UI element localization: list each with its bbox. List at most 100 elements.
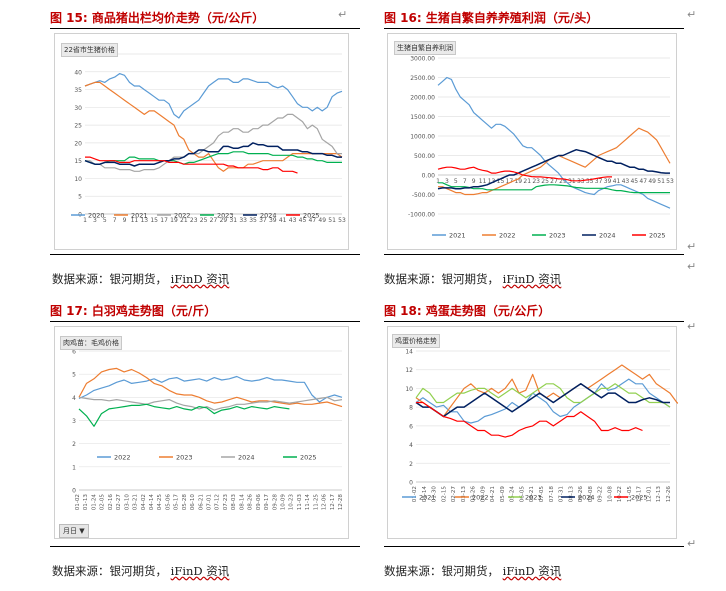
x-tick-label: 51: [657, 178, 665, 185]
y-tick-label: 0: [72, 488, 76, 495]
x-tick-label: 47: [639, 178, 647, 185]
x-tick-label: 27: [210, 217, 218, 224]
x-tick-label: 10-23: [289, 494, 295, 511]
x-tick-label: 07-23: [223, 494, 229, 511]
x-tick-label: 17: [506, 178, 514, 185]
x-tick-label: 13: [140, 217, 148, 224]
y-tick-label: 4: [409, 442, 413, 449]
y-tick-label: 35: [74, 87, 82, 94]
x-tick-label: 01-02: [75, 494, 81, 510]
x-tick-label: 03-13: [461, 486, 467, 503]
series-line-2021: [415, 378, 671, 424]
y-tick-label: 10: [74, 176, 82, 183]
x-tick-label: 19: [170, 217, 178, 224]
legend-label: 2020: [88, 212, 105, 220]
chart-title: 22省市生猪价格: [61, 43, 118, 57]
y-tick-label: 5: [72, 372, 76, 379]
source-label: 数据来源：银河期货，: [384, 564, 499, 578]
legend-label: 2024: [238, 454, 255, 462]
x-tick-label: 12-17: [330, 494, 336, 511]
paragraph-mark-icon: ↵: [687, 320, 697, 333]
legend-label: 2021: [419, 494, 436, 502]
x-tick-label: 06-05: [519, 486, 525, 503]
x-tick-label: 02-27: [451, 486, 457, 503]
x-tick-label: 05-06: [165, 494, 171, 511]
x-tick-label: 09-17: [264, 494, 270, 511]
series-line-2023: [415, 383, 671, 408]
x-tick-label: 05-17: [174, 494, 180, 511]
x-tick-label: 07-31: [559, 486, 565, 503]
y-tick-label: 6: [409, 423, 413, 430]
x-tick-label: 07-01: [207, 494, 213, 511]
series-line-2024: [437, 148, 670, 190]
x-tick-label: 08-14: [239, 494, 245, 511]
series-line-2020: [84, 72, 343, 119]
legend-label: 2024: [599, 232, 616, 240]
figure-title: 生猪自繁自养养殖利润（元/头）: [425, 11, 599, 25]
y-tick-label: -1000.00: [408, 212, 435, 219]
x-tick-label: 49: [648, 178, 656, 185]
x-tick-label: 53: [338, 217, 346, 224]
x-tick-label: 09-22: [598, 486, 604, 502]
legend-label: 2025: [303, 212, 320, 220]
legend-label: 2025: [649, 232, 666, 240]
x-tick-label: 12-28: [338, 494, 344, 511]
figure-18-caption: 图 18: 鸡蛋走势图（元/公斤）: [384, 302, 550, 319]
x-tick-label: 29: [220, 217, 228, 224]
paragraph-mark-icon: ↵: [687, 260, 697, 273]
chart-panel: 6 5 4 3 2 1 0 01-02 01-13 01-24 02-05 02-16 02-27 03-…: [54, 326, 349, 539]
x-tick-label: 9: [472, 178, 476, 185]
x-tick-label: 11-05: [627, 486, 633, 503]
caption-rule: [50, 321, 360, 322]
series-line-2025: [78, 403, 290, 427]
x-tick-label: 53: [666, 178, 674, 185]
series-line-2022: [78, 375, 343, 403]
source-brand: iFinD 资讯: [502, 564, 562, 578]
y-tick-label: 2: [72, 441, 76, 448]
x-tick-label: 49: [318, 217, 326, 224]
x-tick-label: 11-14: [305, 494, 311, 511]
source-label: 数据来源：银河期货，: [384, 272, 499, 286]
figure-16-caption: 图 16: 生猪自繁自养养殖利润（元/头）: [384, 9, 598, 26]
x-tick-label: 21: [180, 217, 188, 224]
y-tick-label: 10: [405, 386, 413, 393]
x-tick-label: 02-05: [100, 494, 106, 511]
chart-title: 肉鸡苗：毛鸡价格: [60, 336, 122, 350]
source-rule: [50, 546, 360, 547]
paragraph-mark-icon: ↵: [687, 240, 697, 253]
x-tick-label: 01-13: [83, 494, 89, 511]
x-tick-label: 12-06: [322, 494, 328, 511]
x-tick-label: 5: [103, 217, 107, 224]
legend-label: 2023: [176, 454, 193, 462]
x-tick-label: 17: [160, 217, 168, 224]
figure-number: 图 16:: [384, 11, 422, 25]
chart-18: 14 12 10 8 6 4 2 001-02 01-14 01-30 02-15 02-27 03-1…: [402, 349, 685, 503]
x-tick-label: 31: [568, 178, 576, 185]
paragraph-mark-icon: ↵: [687, 8, 697, 21]
x-tick-label: 01-30: [432, 486, 438, 503]
x-tick-label: 09-28: [272, 494, 278, 511]
x-tick-label: 39: [604, 178, 612, 185]
y-tick-label: 12: [405, 367, 413, 374]
series-line-2025: [416, 401, 643, 438]
x-tick-label: 33: [577, 178, 585, 185]
x-tick-label: 15: [497, 178, 505, 185]
x-tick-label: 04-02: [141, 494, 147, 510]
x-tick-label: 37: [259, 217, 267, 224]
figure-15-source: 数据来源：银河期货， iFinD 资讯: [52, 271, 229, 287]
date-filter-button[interactable]: 月日 ▼: [59, 524, 89, 538]
x-tick-label: 01-14: [422, 486, 428, 503]
x-tick-label: 07-18: [549, 486, 555, 503]
legend-label: 2022: [174, 212, 191, 220]
x-tick-label: 12-26: [666, 486, 672, 503]
figure-16-source: 数据来源：银河期货， iFinD 资讯: [384, 271, 561, 287]
x-tick-label: 08-03: [231, 494, 237, 511]
series-line-2024: [415, 383, 670, 418]
y-tick-label: 40: [74, 69, 82, 76]
y-tick-label: 0.00: [422, 173, 436, 180]
x-tick-label: 35: [586, 178, 594, 185]
x-tick-label: 1: [83, 217, 87, 224]
y-tick-label: 4: [72, 395, 76, 402]
x-tick-label: 3: [93, 217, 97, 224]
